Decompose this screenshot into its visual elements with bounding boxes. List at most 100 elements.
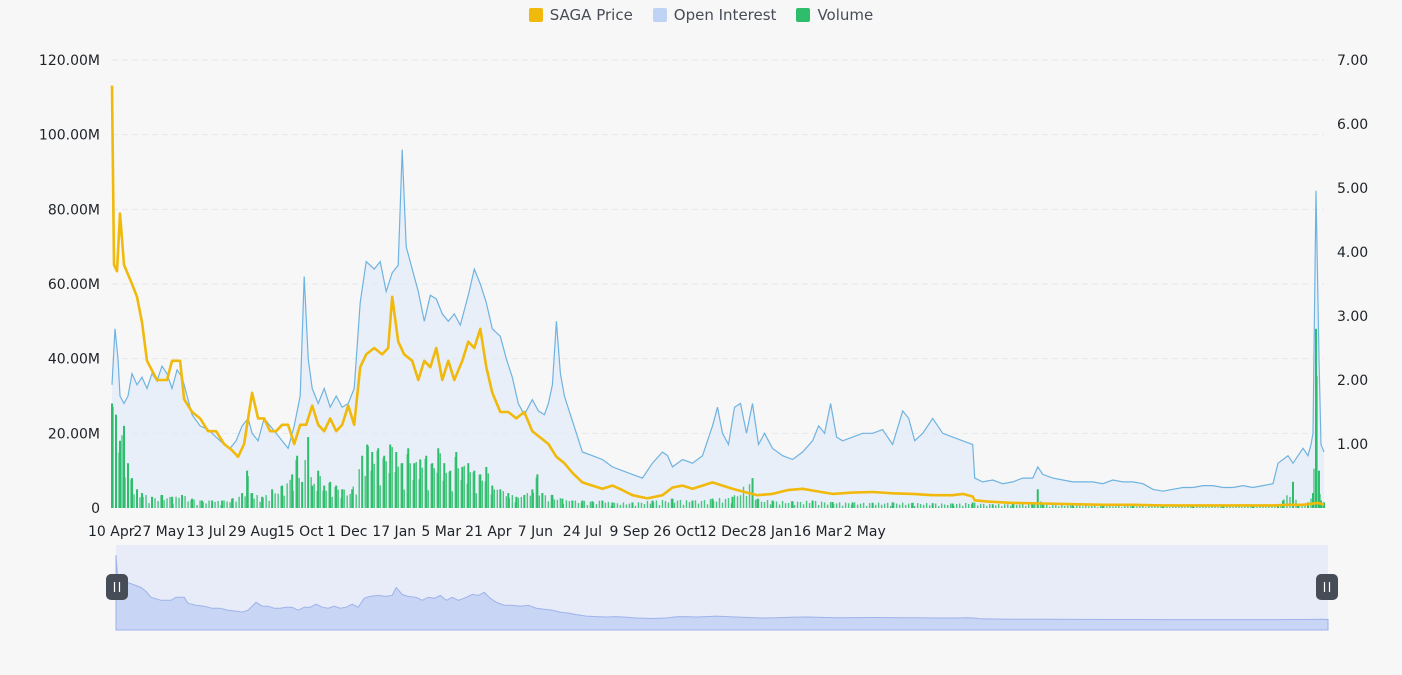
legend-item-saga-price[interactable]: SAGA Price <box>528 6 633 24</box>
volume-bar <box>346 495 348 508</box>
volume-bar <box>820 501 823 508</box>
volume-bar <box>1070 505 1072 508</box>
volume-bar <box>1071 505 1074 508</box>
volume-bar <box>1130 506 1132 508</box>
x-tick-label: 15 Oct <box>277 524 324 540</box>
volume-bar <box>1317 470 1320 508</box>
volume-bar <box>531 489 534 508</box>
volume-bar <box>283 495 285 508</box>
volume-bar <box>847 503 850 508</box>
volume-bar <box>1101 505 1104 508</box>
volume-bar <box>479 474 482 508</box>
volume-bar <box>808 503 811 508</box>
volume-bar <box>244 496 246 508</box>
volume-bar <box>1238 506 1240 508</box>
volume-bar <box>1037 489 1039 508</box>
legend-item-volume[interactable]: Volume <box>796 6 873 24</box>
volume-bar <box>202 502 204 508</box>
y-left-tick-label: 120.00M <box>39 53 100 69</box>
volume-bar <box>523 501 526 508</box>
volume-bar <box>413 463 416 508</box>
volume-bar <box>1166 505 1168 508</box>
volume-bar <box>1109 505 1111 508</box>
navigator-handle-left[interactable] <box>106 574 128 600</box>
volume-bar <box>715 501 718 508</box>
volume-bar <box>544 495 547 508</box>
volume-bar <box>739 495 742 508</box>
volume-bar <box>1131 505 1134 508</box>
volume-bar <box>995 505 997 508</box>
y-left-tick-label: 60.00M <box>48 277 100 293</box>
volume-bar <box>1031 503 1033 508</box>
volume-bar <box>466 483 468 508</box>
volume-bar <box>901 502 904 508</box>
volume-bar <box>281 485 284 508</box>
volume-bar <box>536 474 539 508</box>
volume-bar <box>154 498 156 508</box>
range-navigator[interactable] <box>106 545 1338 631</box>
legend-swatch-price <box>528 8 543 22</box>
volume-bar <box>190 500 192 508</box>
volume-bar <box>211 503 213 508</box>
volume-bar <box>311 485 314 508</box>
volume-bar <box>895 503 898 508</box>
volume-bar <box>443 463 446 508</box>
volume-bar <box>448 471 450 508</box>
volume-bar <box>535 477 538 508</box>
volume-bar <box>1016 504 1018 508</box>
volume-bar <box>1019 504 1021 508</box>
volume-bar <box>831 502 834 508</box>
volume-bar <box>1112 506 1114 508</box>
volume-bar <box>397 466 399 508</box>
volume-bar <box>871 503 874 508</box>
volume-bar <box>955 503 958 508</box>
volume-bar <box>478 474 481 508</box>
volume-bar <box>595 504 598 508</box>
volume-bar <box>382 458 384 508</box>
volume-bar <box>463 465 465 508</box>
volume-bar <box>141 493 144 508</box>
volume-bar <box>457 468 459 508</box>
legend-item-open-interest[interactable]: Open Interest <box>652 6 776 24</box>
volume-bar <box>325 490 327 508</box>
volume-bar <box>445 472 447 508</box>
volume-bar <box>733 495 736 508</box>
volume-bar <box>784 503 787 508</box>
volume-bar <box>526 493 529 508</box>
volume-bar <box>989 504 991 508</box>
volume-bar <box>676 500 679 508</box>
volume-bar <box>1296 504 1299 508</box>
volume-bar <box>1187 506 1189 508</box>
volume-bar <box>1199 506 1201 508</box>
volume-bar <box>310 477 312 508</box>
volume-bar <box>205 503 207 508</box>
volume-bar <box>1196 505 1198 508</box>
volume-bar <box>487 473 490 508</box>
volume-bar <box>1244 505 1246 508</box>
volume-bar <box>292 490 294 508</box>
volume-bar <box>682 504 685 508</box>
volume-bar <box>142 496 144 508</box>
volume-bar <box>148 503 150 508</box>
volume-bar <box>925 503 928 508</box>
volume-bar <box>301 489 303 508</box>
volume-bar <box>389 444 392 508</box>
volume-bar <box>880 504 883 508</box>
volume-bar <box>366 444 369 508</box>
volume-bar <box>974 502 976 508</box>
volume-bar <box>971 502 974 508</box>
volume-bar <box>853 502 856 508</box>
volume-bar <box>1121 507 1123 508</box>
volume-bar <box>1041 504 1044 508</box>
volume-bar <box>968 504 970 508</box>
y-left-tick-label: 20.00M <box>48 426 100 442</box>
volume-bar <box>130 479 132 508</box>
volume-bar <box>649 503 652 508</box>
volume-bar <box>1226 506 1228 508</box>
volume-bar <box>388 473 390 508</box>
y-right-tick-label: 2.00 <box>1337 373 1368 389</box>
navigator-handle-right[interactable] <box>1316 574 1338 600</box>
volume-bar <box>664 501 667 508</box>
volume-bar <box>449 470 452 508</box>
volume-bar <box>373 463 375 508</box>
